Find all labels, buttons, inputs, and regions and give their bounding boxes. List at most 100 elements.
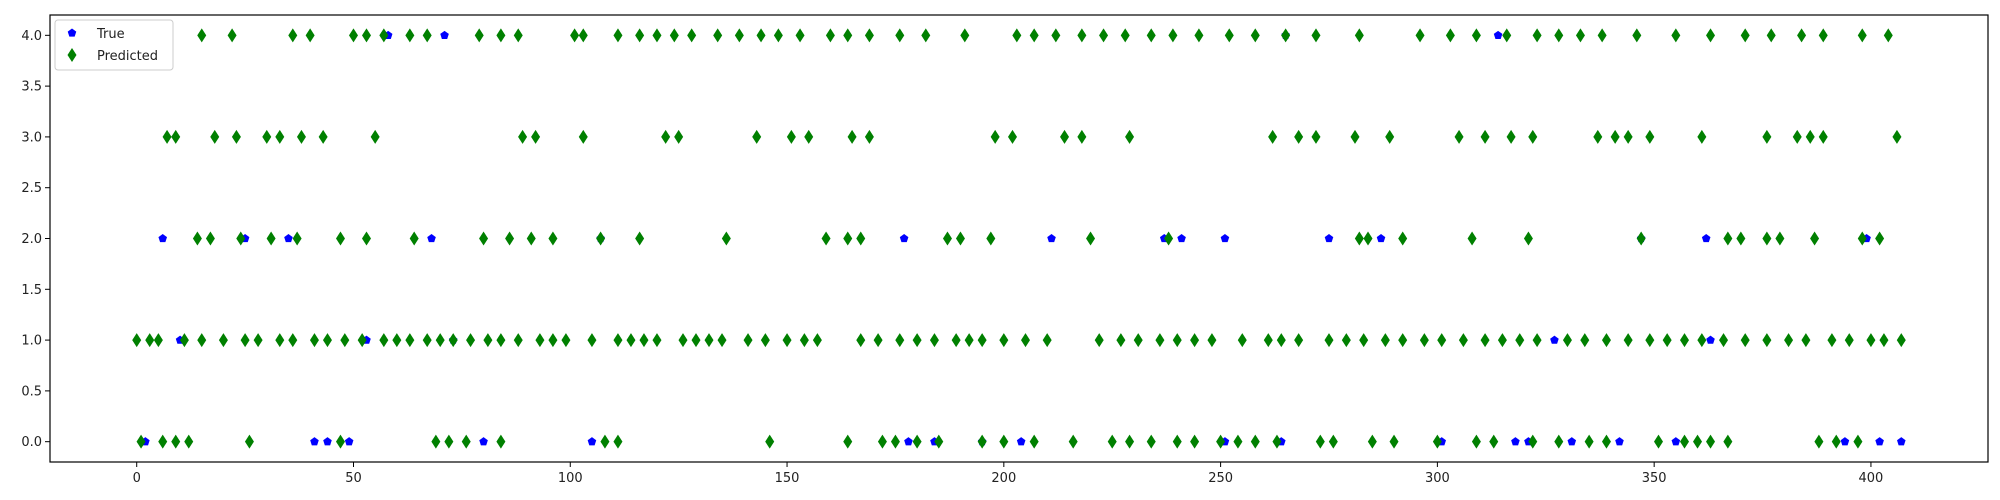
point-predicted — [1311, 129, 1321, 144]
point-true — [1701, 234, 1711, 243]
point-predicted — [1398, 333, 1408, 348]
point-predicted — [1276, 333, 1286, 348]
point-predicted — [496, 434, 506, 449]
point-predicted — [895, 333, 905, 348]
point-predicted — [1896, 333, 1906, 348]
point-predicted — [1060, 129, 1070, 144]
point-predicted — [613, 28, 623, 43]
point-predicted — [1099, 28, 1109, 43]
point-predicted — [431, 434, 441, 449]
point-predicted — [999, 434, 1009, 449]
point-predicted — [531, 129, 541, 144]
point-predicted — [379, 28, 389, 43]
point-true — [1511, 437, 1520, 446]
point-predicted — [687, 28, 697, 43]
point-predicted — [1012, 28, 1022, 43]
point-predicted — [1601, 434, 1611, 449]
point-true — [587, 437, 597, 446]
point-predicted — [1554, 28, 1564, 43]
point-predicted — [977, 434, 987, 449]
point-predicted — [296, 129, 306, 144]
point-predicted — [1007, 129, 1017, 144]
point-predicted — [752, 129, 762, 144]
point-predicted — [804, 129, 814, 144]
point-predicted — [1853, 434, 1863, 449]
point-predicted — [786, 129, 796, 144]
point-predicted — [843, 434, 853, 449]
point-predicted — [821, 231, 831, 246]
point-predicted — [1532, 28, 1542, 43]
point-true — [1047, 234, 1056, 243]
point-predicted — [231, 129, 241, 144]
point-predicted — [1723, 231, 1733, 246]
plot-frame — [49, 14, 1989, 463]
y-tick-label: 2.0 — [21, 232, 42, 247]
point-predicted — [192, 231, 202, 246]
point-predicted — [1311, 28, 1321, 43]
point-predicted — [1645, 333, 1655, 348]
x-tick-label: 200 — [991, 471, 1016, 486]
point-predicted — [912, 333, 922, 348]
point-predicted — [760, 333, 770, 348]
point-predicted — [184, 434, 194, 449]
point-predicted — [162, 129, 172, 144]
point-predicted — [964, 333, 974, 348]
point-predicted — [526, 231, 536, 246]
point-predicted — [1077, 129, 1087, 144]
point-predicted — [1697, 129, 1707, 144]
y-tick-label: 0.0 — [21, 435, 42, 450]
point-predicted — [158, 434, 168, 449]
point-predicted — [890, 434, 900, 449]
point-predicted — [1328, 434, 1338, 449]
point-predicted — [513, 333, 523, 348]
point-predicted — [613, 333, 623, 348]
point-predicted — [1801, 333, 1811, 348]
point-predicted — [236, 231, 246, 246]
point-predicted — [1653, 434, 1663, 449]
point-predicted — [990, 129, 1000, 144]
point-predicted — [635, 231, 645, 246]
legend-marker-predicted — [67, 48, 77, 62]
point-predicted — [253, 333, 263, 348]
point-true — [1550, 335, 1559, 344]
point-predicted — [743, 333, 753, 348]
point-predicted — [661, 129, 671, 144]
y-tick-label: 1.5 — [21, 283, 42, 298]
x-tick-label: 400 — [1859, 471, 1884, 486]
point-predicted — [1831, 434, 1841, 449]
point-predicted — [1294, 129, 1304, 144]
point-predicted — [1623, 129, 1633, 144]
point-predicted — [1458, 333, 1468, 348]
point-predicted — [713, 28, 723, 43]
point-predicted — [405, 333, 415, 348]
point-predicted — [1892, 129, 1902, 144]
point-predicted — [348, 28, 358, 43]
point-predicted — [1723, 434, 1733, 449]
y-tick-label: 3.0 — [21, 130, 42, 145]
point-predicted — [596, 231, 606, 246]
point-predicted — [986, 231, 996, 246]
point-predicted — [335, 231, 345, 246]
point-predicted — [244, 434, 254, 449]
point-predicted — [1029, 434, 1039, 449]
point-predicted — [1385, 129, 1395, 144]
point-predicted — [1593, 129, 1603, 144]
point-predicted — [1575, 28, 1585, 43]
point-predicted — [721, 231, 731, 246]
point-predicted — [1597, 28, 1607, 43]
point-predicted — [422, 333, 432, 348]
point-predicted — [1172, 333, 1182, 348]
point-predicted — [1107, 434, 1117, 449]
point-predicted — [1341, 333, 1351, 348]
point-true — [1493, 30, 1503, 39]
point-predicted — [318, 129, 328, 144]
point-predicted — [1497, 333, 1507, 348]
point-true — [1324, 234, 1334, 243]
point-predicted — [1827, 333, 1837, 348]
x-tick-label: 150 — [775, 471, 800, 486]
point-predicted — [1818, 129, 1828, 144]
point-predicted — [1879, 333, 1889, 348]
point-predicted — [587, 333, 597, 348]
point-predicted — [1662, 333, 1672, 348]
point-predicted — [461, 434, 471, 449]
